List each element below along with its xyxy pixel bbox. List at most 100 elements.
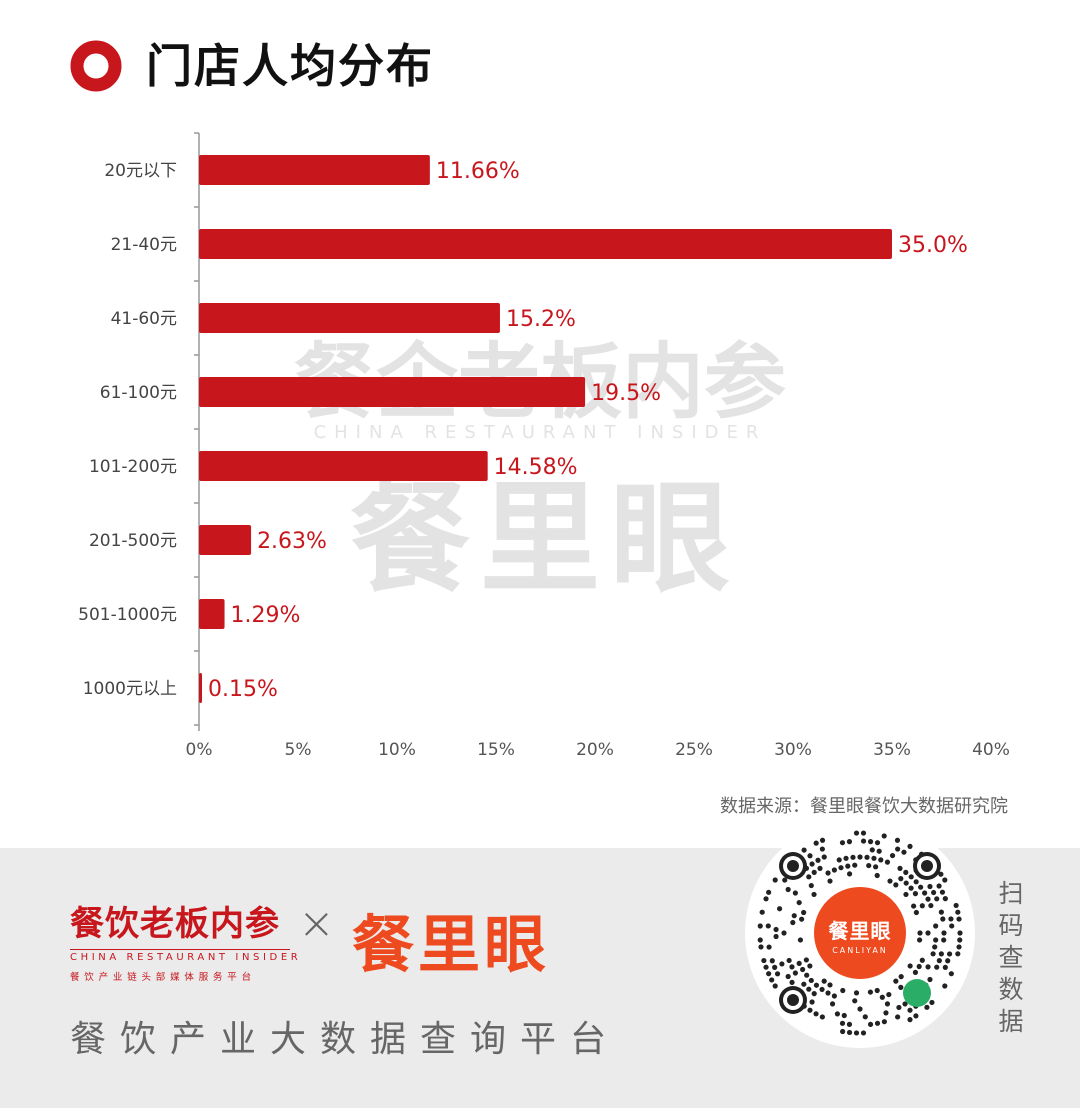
y-tick-label: 41-60元: [111, 309, 177, 329]
qr-dot: [803, 957, 809, 963]
qr-dot: [827, 878, 833, 884]
qr-dot: [839, 1020, 846, 1026]
qr-dot: [804, 972, 810, 978]
qr-center-name: 餐里眼: [828, 919, 892, 943]
qr-dot: [766, 971, 772, 977]
qr-dot: [876, 848, 882, 854]
qr-dot: [840, 987, 846, 994]
tagline: 餐饮产业大数据查询平台: [70, 1019, 621, 1060]
x-tick-label: 35%: [873, 740, 911, 760]
qr-dot: [846, 1021, 853, 1027]
header: 门店人均分布: [0, 0, 1080, 120]
data-label: 35.0%: [898, 233, 968, 258]
watermark: 餐企老板内参 CHINA RESTAURANT INSIDER 餐里眼: [294, 334, 786, 609]
qr-dot: [908, 874, 914, 880]
qr-dot: [925, 964, 931, 970]
qr-dot: [927, 976, 933, 983]
qr-dot: [895, 1014, 901, 1020]
bar: [199, 673, 202, 703]
watermark-line3: 餐里眼: [350, 470, 740, 609]
qr-dot: [934, 964, 940, 970]
qr-dot: [845, 863, 851, 869]
bars: 11.66% 35.0% 15.2% 19.5% 14.58% 2.63% 1.29% 0.1…: [199, 155, 968, 703]
bar: [199, 229, 892, 259]
qr-dot: [806, 986, 812, 992]
qr-dot: [807, 1007, 813, 1013]
qr-dot: [942, 983, 948, 989]
qr-dot: [938, 871, 944, 877]
qr-dot: [881, 833, 887, 839]
qr-dot: [957, 930, 963, 936]
qr-dot: [841, 1012, 847, 1019]
qr-dot: [852, 998, 858, 1004]
qr-dot: [840, 1028, 846, 1035]
qr-dot: [811, 869, 817, 875]
qr-dot: [925, 896, 931, 902]
qr-dot: [796, 960, 802, 967]
qr-dot: [866, 862, 872, 869]
qr-dot: [916, 937, 923, 943]
qr-dot: [940, 916, 946, 922]
qr-dot: [957, 937, 963, 943]
times-icon: ×: [298, 898, 335, 949]
qr-dot: [942, 877, 948, 883]
qr-dot: [831, 993, 837, 999]
qr-code[interactable]: 餐里眼 CANLIYAN: [745, 818, 975, 1048]
qr-dot: [867, 839, 874, 845]
qr-dot: [907, 1017, 913, 1023]
qr-dot: [813, 982, 820, 988]
qr-dot: [946, 951, 953, 957]
qr-dot: [759, 909, 765, 915]
qr-dot: [860, 830, 867, 836]
qr-dot: [942, 964, 948, 970]
qr-dot: [807, 853, 813, 859]
qr-dot: [758, 944, 764, 950]
axis: 0% 5% 10% 15% 20% 25% 30% 35% 40% 20元以下 21-40元 41-6…: [78, 132, 1010, 760]
qr-dot: [808, 977, 814, 984]
qr-dot: [808, 882, 814, 889]
qr-dot: [853, 990, 860, 996]
qr-dot: [761, 957, 767, 964]
data-label: 19.5%: [591, 381, 661, 406]
qr-dot: [907, 1007, 913, 1013]
brand-logo-neican: 餐饮老板内参 CHINA RESTAURANT INSIDER 餐饮产业链头部媒…: [70, 896, 298, 983]
qr-dot: [789, 964, 795, 970]
x-tick-label: 20%: [576, 740, 614, 760]
qr-dot: [773, 926, 779, 933]
qr-dot: [873, 864, 879, 870]
qr-dot: [862, 1014, 868, 1020]
qr-dot: [895, 846, 901, 852]
qr-dot: [903, 880, 909, 886]
qr-dot: [911, 903, 917, 909]
y-tick-label: 101-200元: [89, 457, 177, 477]
data-label: 15.2%: [506, 307, 576, 332]
qr-dot: [825, 990, 831, 996]
qr-dot: [801, 909, 807, 916]
qr-dot: [765, 923, 771, 929]
qr-dot: [821, 854, 827, 860]
qr-dot: [927, 883, 933, 890]
qr-dot: [934, 896, 940, 902]
qr-dot: [772, 983, 778, 989]
qr-dot: [785, 886, 791, 893]
qr-finder: [787, 860, 799, 872]
data-label: 11.66%: [436, 159, 520, 184]
qr-dot: [879, 994, 885, 1000]
qr-dot: [846, 871, 853, 877]
qr-dot: [782, 877, 788, 883]
qr-dot: [769, 977, 775, 983]
qr-dot: [916, 963, 922, 970]
qr-dot: [942, 896, 948, 902]
bar: [199, 451, 488, 481]
qr-dot: [893, 882, 899, 888]
qr-dot: [786, 957, 792, 964]
qr-dot: [821, 978, 827, 984]
data-label: 0.15%: [208, 677, 278, 702]
qr-dot: [776, 906, 783, 912]
qr-dot: [874, 987, 880, 994]
qr-dot: [949, 923, 955, 929]
qr-dot: [813, 1011, 819, 1017]
qr-dot: [898, 974, 904, 980]
qr-dot: [887, 878, 893, 884]
qr-dot: [789, 979, 795, 985]
